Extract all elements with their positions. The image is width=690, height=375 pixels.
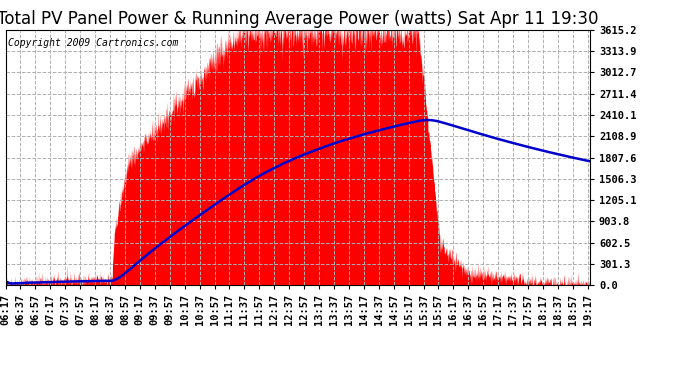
Title: Total PV Panel Power & Running Average Power (watts) Sat Apr 11 19:30: Total PV Panel Power & Running Average P… <box>0 10 598 28</box>
Text: Copyright 2009 Cartronics.com: Copyright 2009 Cartronics.com <box>8 38 179 48</box>
